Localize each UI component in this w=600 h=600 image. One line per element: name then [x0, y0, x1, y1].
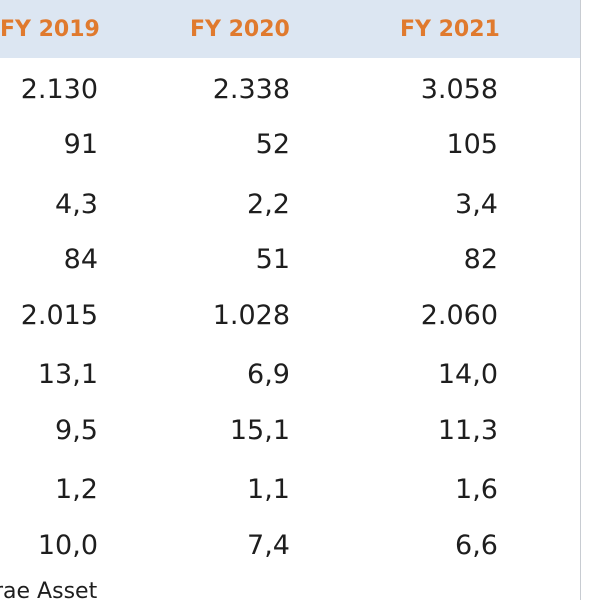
table-cell: 51	[255, 244, 290, 275]
table-cell: 2.015	[20, 300, 98, 331]
table-cell: 1,6	[455, 474, 498, 505]
table-cell: 7,4	[247, 530, 290, 561]
table-cell: 3,4	[455, 189, 498, 220]
table-cell: 15,1	[229, 415, 290, 446]
table-cell: 4,3	[55, 189, 98, 220]
table-cell: 11,3	[437, 415, 498, 446]
table-cell: 1.028	[212, 300, 290, 331]
table-cell: 3.058	[420, 74, 498, 105]
table-header-bar	[0, 0, 580, 58]
table-cell: 52	[255, 129, 290, 160]
table-cell: 2,2	[247, 189, 290, 220]
table-cell: 2.060	[420, 300, 498, 331]
column-header-fy2019: FY 2019	[0, 17, 100, 42]
table-cell: 2.338	[212, 74, 290, 105]
table-right-border	[580, 0, 581, 600]
table-cell: 91	[63, 129, 98, 160]
table-cell: 13,1	[37, 359, 98, 390]
table-cell: 1,1	[247, 474, 290, 505]
table-cell: 82	[463, 244, 498, 275]
table-cell: 1,2	[55, 474, 98, 505]
table-cell: 9,5	[55, 415, 98, 446]
table-cell: 84	[63, 244, 98, 275]
table-cell: 6,6	[455, 530, 498, 561]
column-header-fy2020: FY 2020	[190, 17, 290, 42]
table-cell: 105	[446, 129, 498, 160]
table-cell: 14,0	[437, 359, 498, 390]
table-cell: 2.130	[20, 74, 98, 105]
column-header-fy2021: FY 2021	[400, 17, 500, 42]
table-cell: 6,9	[247, 359, 290, 390]
footer-note: rae Asset	[0, 579, 98, 600]
table-cell: 10,0	[37, 530, 98, 561]
